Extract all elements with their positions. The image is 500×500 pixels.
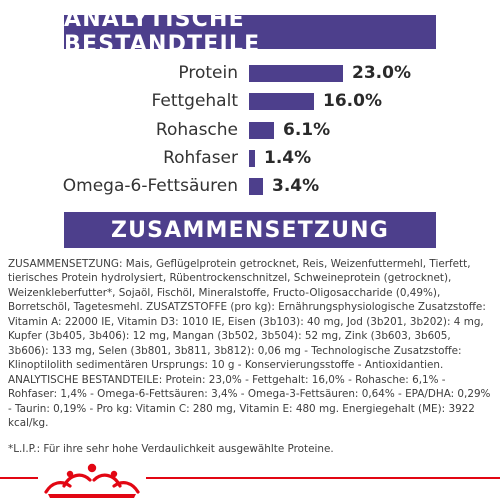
analytic-constituents-title: ANALYTISCHE BESTANDTEILE [64,7,261,57]
nutrient-value: 23.0% [352,63,411,83]
nutrient-value: 3.4% [272,176,320,196]
lip-footnote: *L.I.P.: Für ihre sehr hohe Verdaulichke… [8,443,334,455]
nutrient-value: 6.1% [283,120,331,140]
nutrient-row: Omega-6-Fettsäuren 3.4% [0,175,500,197]
nutrient-row: Fettgehalt 16.0% [0,90,500,112]
nutrient-bar [249,65,343,82]
composition-header: ZUSAMMENSETZUNG [64,212,436,248]
footer-red-line-left [0,477,38,479]
nutrient-label: Rohasche [155,120,238,140]
composition-title: ZUSAMMENSETZUNG [110,217,390,243]
royal-canin-crown-icon [44,463,140,498]
nutrient-bar [249,93,314,110]
nutrient-bar [249,178,263,195]
nutrient-row: Rohasche 6.1% [0,119,500,141]
nutrient-label: Rohfaser [163,148,238,168]
nutrient-value: 1.4% [264,148,312,168]
footer-red-line-right [146,477,500,479]
composition-text: ZUSAMMENSETZUNG: Mais, Geflügelprotein g… [8,258,491,429]
nutrient-bar [249,122,274,139]
nutrient-label: Protein [178,63,238,83]
nutrient-label: Omega-6-Fettsäuren [62,176,238,196]
nutrient-value: 16.0% [323,91,382,111]
nutrient-bar [249,150,255,167]
nutrient-row: Rohfaser 1.4% [0,147,500,169]
nutrient-label: Fettgehalt [151,91,238,111]
nutrient-row: Protein 23.0% [0,62,500,84]
analytic-constituents-header: ANALYTISCHE BESTANDTEILE [64,7,436,57]
